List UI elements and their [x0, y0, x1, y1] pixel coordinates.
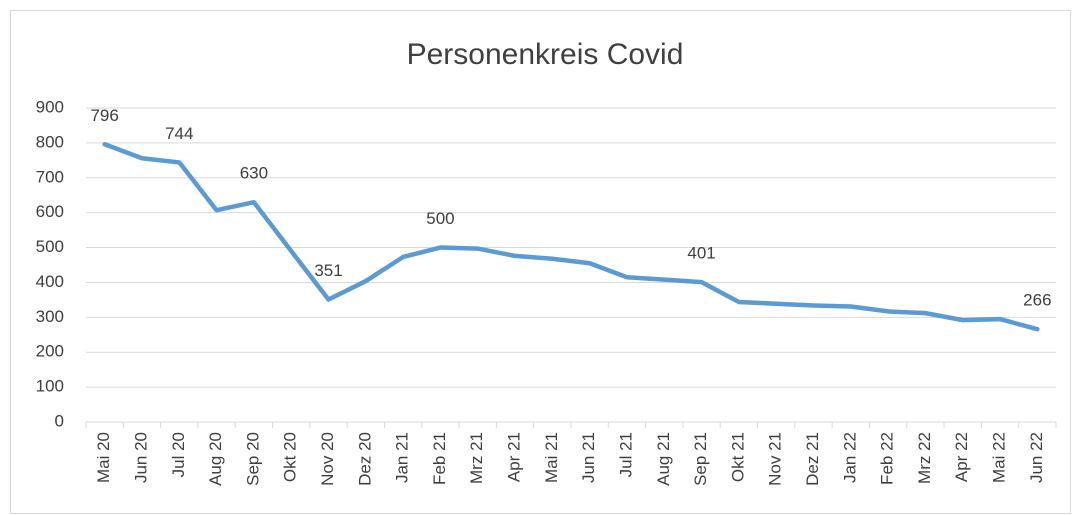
x-tick-label: Okt 21	[728, 432, 747, 482]
y-tick-label: 100	[36, 377, 64, 396]
data-line	[102, 142, 1040, 332]
y-tick-label: 800	[36, 132, 64, 151]
x-tick-label: Dez 20	[355, 432, 374, 486]
x-tick-label: Sep 21	[691, 432, 710, 486]
x-tick-label: Nov 21	[766, 432, 785, 486]
x-tick-label: Mrz 21	[467, 432, 486, 484]
data-label: 796	[90, 106, 118, 125]
y-tick-label: 0	[55, 411, 64, 430]
x-tick-label: Apr 22	[952, 432, 971, 482]
x-tick-label: Feb 22	[878, 432, 897, 485]
chart-title: Personenkreis Covid	[407, 38, 684, 71]
x-tick-label: Dez 21	[803, 432, 822, 486]
y-tick-label: 700	[36, 167, 64, 186]
x-tick-label: Okt 20	[281, 432, 300, 482]
x-tick-label: Feb 21	[430, 432, 449, 485]
x-tick-label: Jan 21	[393, 432, 412, 483]
x-tick-label: Sep 20	[243, 432, 262, 486]
x-tick-label: Mai 20	[94, 432, 113, 483]
y-tick-label: 300	[36, 307, 64, 326]
data-label: 401	[687, 244, 715, 263]
data-label: 630	[240, 164, 268, 183]
y-tick-label: 600	[36, 202, 64, 221]
data-label: 266	[1023, 291, 1051, 310]
y-tick-label: 200	[36, 342, 64, 361]
x-tick-label: Jun 21	[579, 432, 598, 483]
chart-border	[10, 10, 1071, 514]
data-label: 744	[165, 124, 193, 143]
x-tick-label: Nov 20	[318, 432, 337, 486]
x-tick-label: Aug 21	[654, 432, 673, 486]
y-tick-label: 900	[36, 97, 64, 116]
x-tick-label: Apr 21	[505, 432, 524, 482]
y-tick-label: 500	[36, 237, 64, 256]
x-tick-label: Jul 21	[616, 432, 635, 477]
x-tick-label: Jul 20	[169, 432, 188, 477]
data-label: 500	[426, 209, 454, 228]
x-tick-label: Jun 22	[1027, 432, 1046, 483]
x-tick-label: Mai 22	[990, 432, 1009, 483]
data-label: 351	[314, 261, 342, 280]
x-tick-label: Aug 20	[206, 432, 225, 486]
x-tick-label: Jan 22	[840, 432, 859, 483]
x-tick-label: Jun 20	[131, 432, 150, 483]
x-tick-label: Mrz 22	[915, 432, 934, 484]
y-tick-label: 400	[36, 272, 64, 291]
x-tick-label: Mai 21	[542, 432, 561, 483]
